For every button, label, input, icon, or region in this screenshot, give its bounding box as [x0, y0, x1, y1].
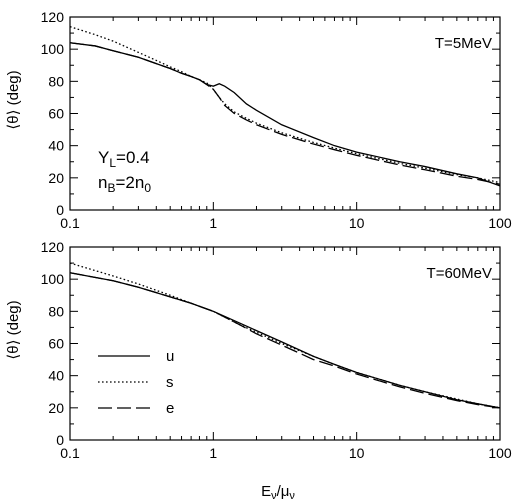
y-tick-label: 120: [41, 239, 65, 255]
y-tick-label: 60: [48, 106, 64, 122]
y-tick-label: 80: [48, 73, 64, 89]
y-axis-label-top: ⟨θ⟩ (deg): [5, 70, 22, 129]
x-tick-label: 100: [488, 215, 512, 231]
y-tick-label: 80: [48, 303, 64, 319]
x-tick-label: 100: [488, 445, 512, 461]
legend-label: s: [166, 374, 174, 391]
x-tick-label: 10: [349, 215, 365, 231]
y-tick-label: 120: [41, 9, 65, 25]
yl-label: YL=0.4: [98, 148, 150, 170]
y-tick-label: 20: [48, 400, 64, 416]
legend-label: u: [166, 348, 174, 365]
x-tick-label: 10: [349, 445, 365, 461]
y-tick-label: 40: [48, 368, 64, 384]
x-tick-label: 1: [209, 215, 217, 231]
x-tick-label: 0.1: [60, 445, 80, 461]
legend: use: [98, 348, 174, 417]
temperature-label: T=60MeV: [427, 265, 492, 282]
y-axis-label-bottom: ⟨θ⟩ (deg): [5, 300, 22, 359]
temperature-label: T=5MeV: [435, 35, 492, 52]
y-tick-label: 60: [48, 336, 64, 352]
x-axis-label: Eν/μν: [261, 483, 295, 502]
series-line-dashed: [69, 272, 501, 409]
chart-panel-2: 0.1 1 10 100 0 20 40 60 80 100 120 T=60MeV use: [41, 239, 512, 461]
x-tick-label: 0.1: [60, 215, 80, 231]
chart-panel-1: 0.1 1 10 100 0 20 40 60 80 100 120 T=5MeV YL=0.4 nB=2…: [41, 9, 512, 231]
y-tick-label: 100: [41, 271, 65, 287]
nb-label: nB=2n0: [98, 173, 151, 195]
legend-label: e: [166, 400, 174, 417]
y-tick-label: 0: [56, 202, 64, 218]
series-line-dotted: [69, 26, 501, 184]
series-line-solid: [69, 272, 501, 409]
series-line-dotted: [69, 262, 501, 409]
y-tick-label: 40: [48, 138, 64, 154]
y-tick-label: 100: [41, 41, 65, 57]
x-tick-label: 1: [209, 445, 217, 461]
y-tick-label: 20: [48, 170, 64, 186]
series-line-dashed: [69, 42, 501, 185]
y-tick-label: 0: [56, 432, 64, 448]
